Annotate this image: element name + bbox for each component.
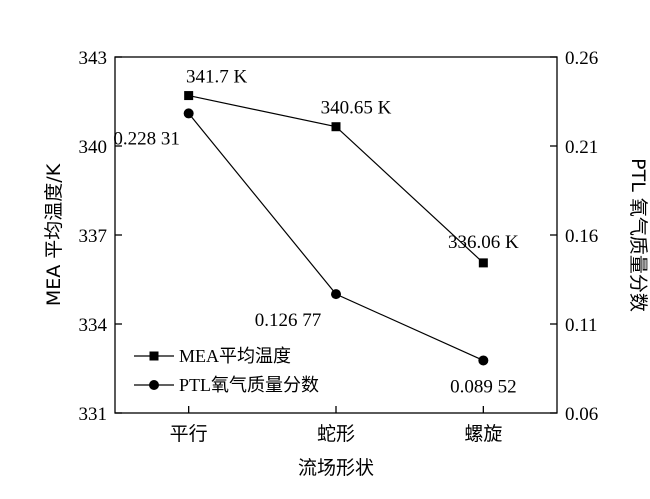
data-label: 0.228 31 <box>113 128 180 149</box>
y-right-tick-label: 0.21 <box>565 137 598 158</box>
series-line-1 <box>188 94 484 264</box>
circle-marker <box>478 355 489 366</box>
data-label: 341.7 K <box>186 67 248 88</box>
series-line-2 <box>188 113 484 362</box>
x-tick-label: 平行 <box>170 423 208 445</box>
data-label: 336.06 K <box>448 232 519 253</box>
data-labels: 341.7 K 340.65 K 336.06 K 0.228 31 0.126 77 0… <box>113 67 519 398</box>
square-marker <box>331 122 341 132</box>
legend-circle-marker <box>149 380 159 390</box>
legend-label: PTL氧气质量分数 <box>179 375 319 395</box>
y-left-tick-label: 343 <box>79 48 108 69</box>
y-right-axis-title: PTL 氧气质量分数 <box>627 158 649 312</box>
data-label: 0.089 52 <box>450 376 517 397</box>
y-left-tick-label: 340 <box>79 137 108 158</box>
y-right-tick-label: 0.11 <box>565 315 598 336</box>
data-label: 340.65 K <box>321 98 392 119</box>
data-label: 0.126 77 <box>255 310 322 331</box>
legend: MEA平均温度 PTL氧气质量分数 <box>134 346 319 395</box>
legend-square-marker <box>149 351 159 361</box>
x-tick-label: 蛇形 <box>317 423 355 445</box>
legend-label: MEA平均温度 <box>179 346 291 366</box>
circle-marker <box>331 289 341 300</box>
y-right-tick-label: 0.26 <box>565 48 598 69</box>
series-group <box>183 91 489 366</box>
x-axis-title: 流场形状 <box>298 457 374 479</box>
axes: 331 334 337 340 343 0.06 0.11 0.16 0.21 0.26 平行 蛇形 螺… <box>43 48 649 479</box>
y-right-tick-label: 0.06 <box>565 404 598 425</box>
square-marker <box>184 91 194 101</box>
y-left-tick-label: 337 <box>79 226 108 247</box>
y-right-tick-label: 0.16 <box>565 226 598 247</box>
circle-marker <box>183 108 194 119</box>
square-marker <box>478 258 488 268</box>
y-left-tick-label: 331 <box>79 404 108 425</box>
y-left-axis-title: MEA 平均温度/K <box>43 163 65 306</box>
x-tick-label: 螺旋 <box>464 423 502 445</box>
y-left-tick-label: 334 <box>79 315 108 336</box>
